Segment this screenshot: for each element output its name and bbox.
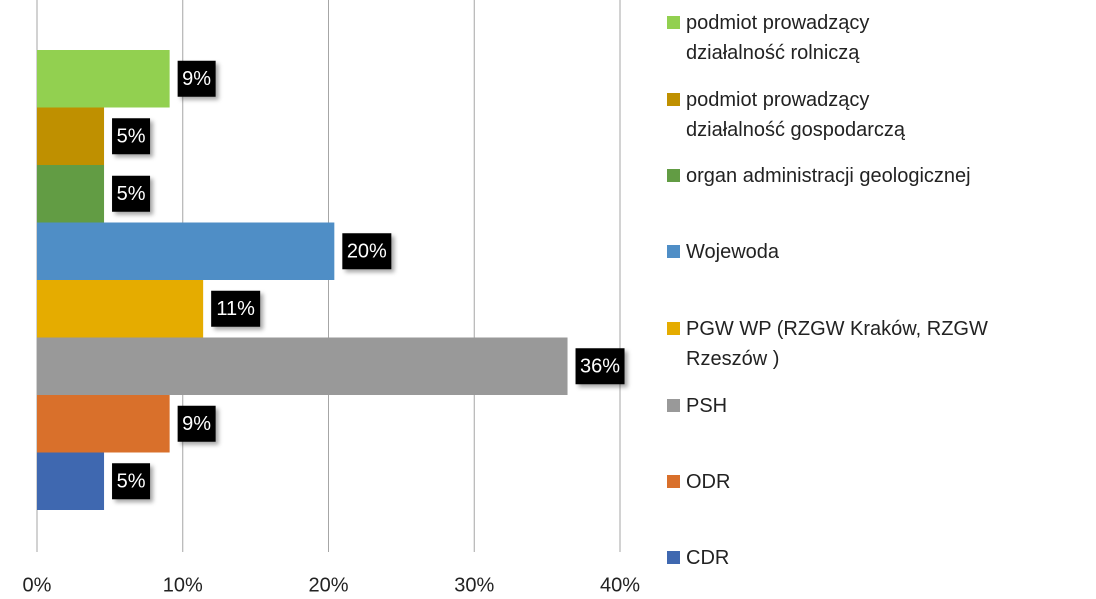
x-tick-label: 40% xyxy=(600,574,640,596)
legend-label: CDR xyxy=(686,547,730,569)
legend-label: PSH xyxy=(686,395,728,417)
data-label: 9% xyxy=(182,68,211,90)
legend-entry: podmiot prowadzący działalność rolniczą xyxy=(667,8,947,68)
legend-entry: podmiot prowadzący działalność gospodarc… xyxy=(667,85,967,145)
legend-label: podmiot prowadzący działalność gospodarc… xyxy=(686,89,906,141)
label-box xyxy=(112,118,151,155)
legend-entry: PSH xyxy=(667,391,1087,421)
label-box xyxy=(342,233,392,270)
legend-label: organ administracji geologicznej xyxy=(686,165,971,187)
label-box xyxy=(177,405,216,442)
x-tick-label: 30% xyxy=(454,574,494,596)
bar xyxy=(37,395,170,453)
bar xyxy=(37,165,105,223)
legend-entry: ODR xyxy=(667,467,1087,497)
legend-swatch xyxy=(667,245,680,258)
legend-swatch xyxy=(667,322,680,335)
x-tick-label: 20% xyxy=(308,574,348,596)
data-label: 5% xyxy=(117,183,146,205)
data-label: 36% xyxy=(580,356,620,378)
legend-swatch xyxy=(667,551,680,564)
legend-label: ODR xyxy=(686,471,731,493)
label-box xyxy=(211,290,261,327)
legend-label: Wojewoda xyxy=(686,241,780,263)
legend-entry: CDR xyxy=(667,543,1087,573)
bar xyxy=(37,452,105,510)
legend-swatch xyxy=(667,93,680,106)
legend-swatch xyxy=(667,399,680,412)
data-label: 20% xyxy=(347,241,387,263)
legend-entry: Wojewoda xyxy=(667,237,1087,267)
bar xyxy=(37,50,170,108)
data-label: 5% xyxy=(117,126,146,148)
bar xyxy=(37,337,568,395)
label-box xyxy=(112,463,151,500)
legend-swatch xyxy=(667,169,680,182)
legend-swatch xyxy=(667,475,680,488)
legend-entry: organ administracji geologicznej xyxy=(667,161,1087,191)
legend-label: PGW WP (RZGW Kraków, RZGW Rzeszów ) xyxy=(686,318,988,370)
data-label: 11% xyxy=(216,298,255,320)
legend-swatch xyxy=(667,16,680,29)
data-label: 5% xyxy=(117,471,146,493)
label-box xyxy=(177,60,216,97)
legend-label: podmiot prowadzący działalność rolniczą xyxy=(686,12,870,64)
label-box xyxy=(112,175,151,212)
x-tick-label: 10% xyxy=(163,574,203,596)
bar xyxy=(37,280,204,338)
data-label: 9% xyxy=(182,413,211,435)
x-tick-label: 0% xyxy=(23,574,52,596)
bar xyxy=(37,107,105,165)
legend-entry: PGW WP (RZGW Kraków, RZGW Rzeszów ) xyxy=(667,314,1027,374)
bar xyxy=(37,222,335,280)
label-box xyxy=(575,348,625,385)
